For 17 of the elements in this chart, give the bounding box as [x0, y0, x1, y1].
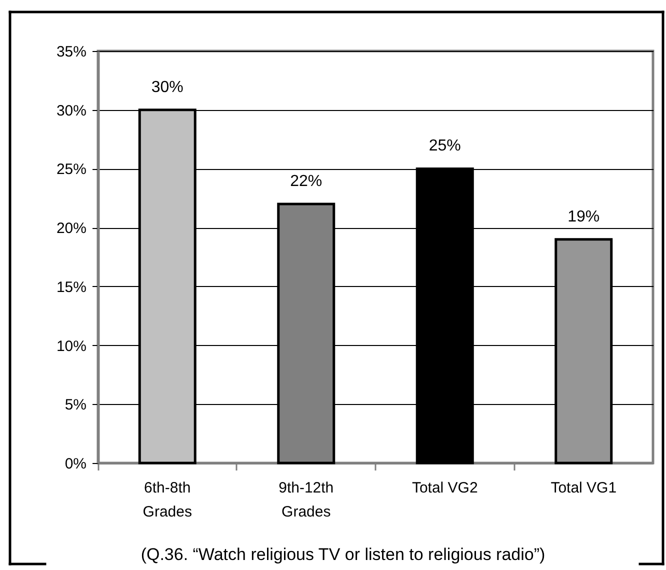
y-tick-label: 20%	[56, 220, 86, 238]
x-tick-label: 9th-12th Grades	[278, 480, 334, 520]
y-tick-label: 30%	[56, 102, 86, 120]
x-tick-label: 6th-8th Grades	[142, 480, 192, 520]
data-label: 25%	[428, 138, 461, 155]
y-tick-label: 35%	[56, 44, 86, 60]
y-tick-label: 0%	[64, 456, 86, 472]
data-label: 22%	[290, 173, 322, 190]
x-tick-label: Total VG2	[412, 480, 478, 496]
y-tick-label: 25%	[56, 161, 86, 178]
data-label: 30%	[151, 78, 184, 96]
text: (Q.36. “Watch religious TV or listen to religious radio”)	[140, 545, 546, 564]
data-label: 19%	[568, 208, 600, 226]
y-tick-label: 15%	[56, 278, 86, 296]
y-tick-label: 5%	[64, 396, 86, 414]
y-tick-label: 10%	[56, 338, 86, 355]
x-tick-label: Total VG1	[550, 480, 617, 496]
